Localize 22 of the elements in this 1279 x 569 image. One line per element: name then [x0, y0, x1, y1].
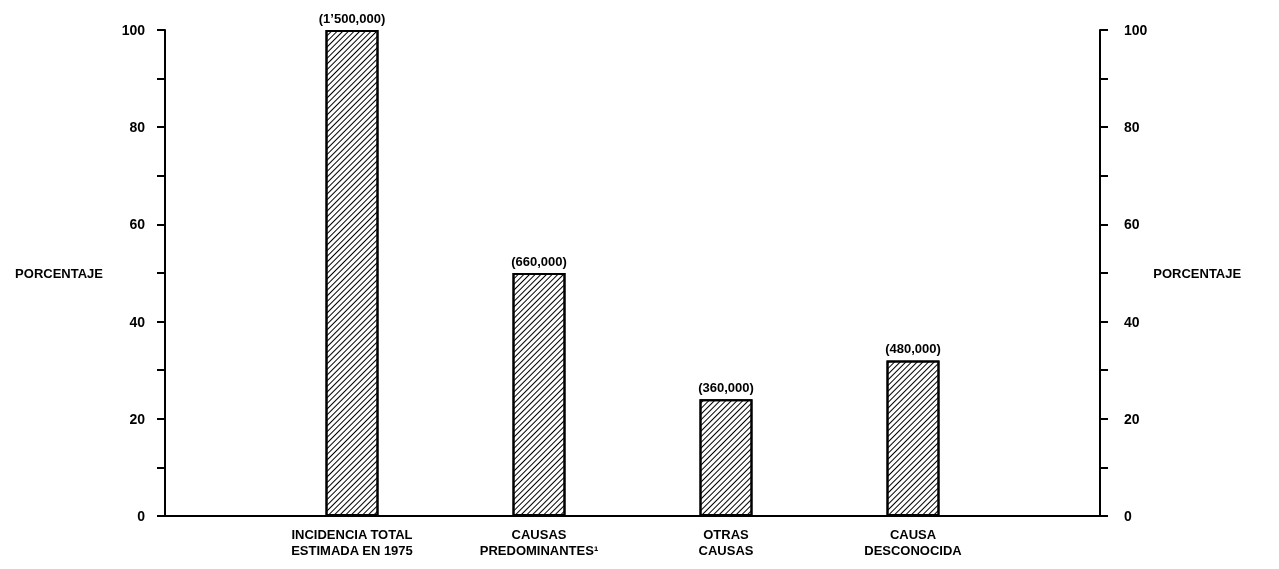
y2-axis-title: PORCENTAJE	[1153, 265, 1242, 281]
annotation: (480,000)	[885, 341, 941, 357]
x-tick-label: OTRAS CAUSAS	[698, 526, 754, 558]
annotation: (1’500,000)	[318, 11, 386, 26]
y2-tick-label: 0	[1124, 508, 1132, 524]
y-tick-label: 80	[129, 119, 146, 136]
y-tick-label: 20	[129, 410, 146, 427]
x-tick-label: INCIDENCIA TOTAL ESTIMADA EN 1975	[291, 526, 413, 558]
y2-tick-label: 60	[1124, 216, 1140, 233]
y2-tick-label: 40	[1124, 313, 1140, 330]
y-tick-label: 0	[137, 508, 146, 524]
annotation: (360,000)	[698, 380, 754, 396]
annotation: (660,000)	[511, 254, 567, 269]
y-tick-label: 60	[129, 216, 146, 233]
x-tick-label: CAUSAS PREDOMINANTES¹	[479, 526, 599, 558]
y2-tick-label: 100	[1124, 22, 1148, 38]
y-tick-label: 40	[129, 313, 146, 330]
y2-tick-label: 20	[1124, 410, 1140, 427]
x-tick-label: CAUSA DESCONOCIDA	[864, 526, 963, 558]
y2-tick-label: 80	[1124, 119, 1140, 136]
y-axis-title: PORCENTAJE	[15, 265, 104, 281]
y-tick-label: 100	[121, 22, 146, 38]
